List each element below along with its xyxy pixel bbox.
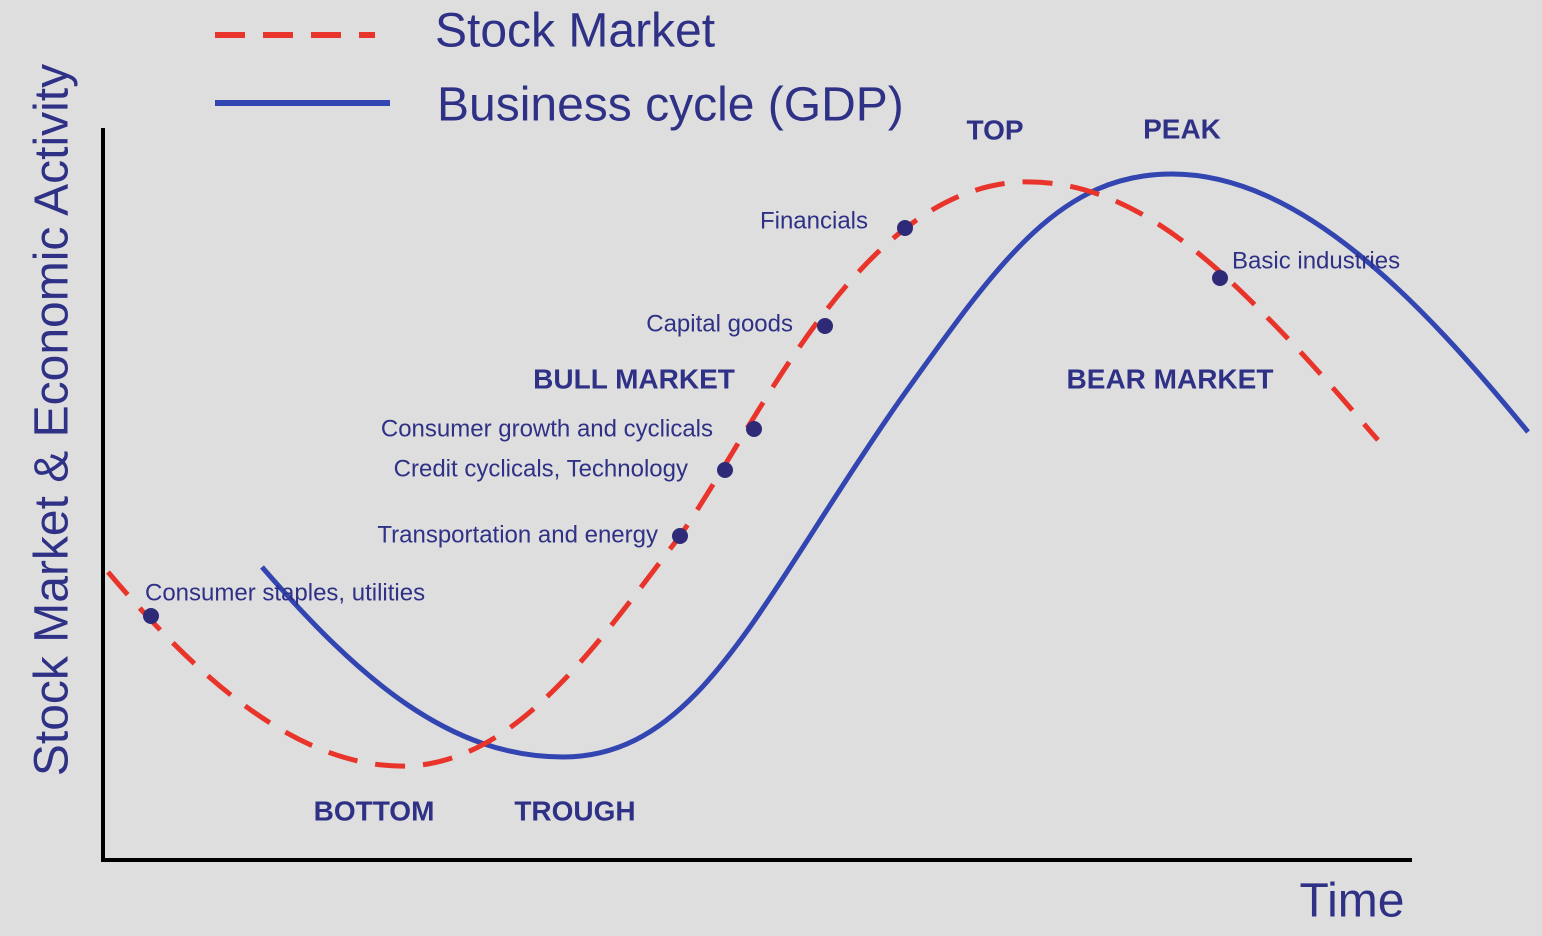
phase-label: BULL MARKET [533,363,735,394]
phase-label: BOTTOM [314,795,435,826]
sector-label: Financials [760,207,868,234]
sector-dots [143,220,1228,624]
phase-label: TROUGH [514,795,635,826]
sector-label: Credit cyclicals, Technology [394,455,688,482]
y-axis-label: Stock Market & Economic Activity [26,64,79,776]
sector-label: Transportation and energy [377,521,658,548]
gdp-curve [260,171,1530,760]
dot [817,318,833,334]
sector-label: Consumer growth and cyclicals [381,415,713,442]
sector-label: Consumer staples, utilities [145,579,425,606]
dot [746,421,762,437]
legend-label: Stock Market [435,5,715,58]
dot [1212,270,1228,286]
phase-label: PEAK [1143,113,1221,144]
x-axis-label: Time [1300,875,1405,928]
dot [143,608,159,624]
stock-curve [106,179,1380,769]
sector-label: Basic industries [1232,247,1400,274]
dot [672,528,688,544]
dot [717,462,733,478]
dot [897,220,913,236]
phase-label: BEAR MARKET [1067,363,1274,394]
legend-label: Business cycle (GDP) [437,79,904,132]
sector-label: Capital goods [646,310,793,337]
phase-label: TOP [966,114,1023,145]
